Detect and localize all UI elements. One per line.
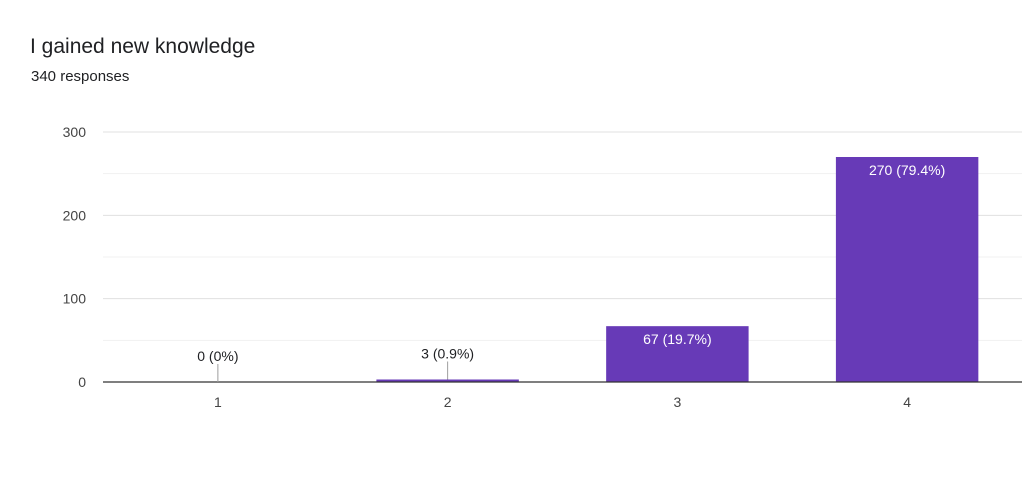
data-label: 270 (79.4%) [869, 162, 945, 178]
bar [835, 157, 979, 382]
chart-title: I gained new knowledge [30, 35, 256, 58]
y-tick-label: 0 [78, 374, 86, 390]
y-tick-label: 300 [63, 124, 87, 140]
bars [376, 157, 979, 382]
data-labels: 0 (0%) 3 (0.9%) 67 (19.7%) 270 (79.4%) [197, 162, 945, 382]
bar [606, 326, 749, 382]
response-count: 340 responses [31, 68, 130, 85]
y-tick-label: 100 [63, 291, 87, 307]
x-tick-label: 1 [214, 394, 222, 410]
data-label: 0 (0%) [197, 348, 238, 364]
y-tick-label: 200 [63, 207, 87, 223]
x-tick-label: 2 [444, 394, 452, 410]
x-tick-label: 4 [903, 394, 911, 410]
bar [376, 379, 519, 382]
x-tick-label: 3 [673, 394, 681, 410]
axes: 0 100 200 300 1 2 3 4 [63, 124, 1022, 410]
data-label: 3 (0.9%) [421, 346, 474, 362]
data-label: 67 (19.7%) [643, 331, 711, 347]
